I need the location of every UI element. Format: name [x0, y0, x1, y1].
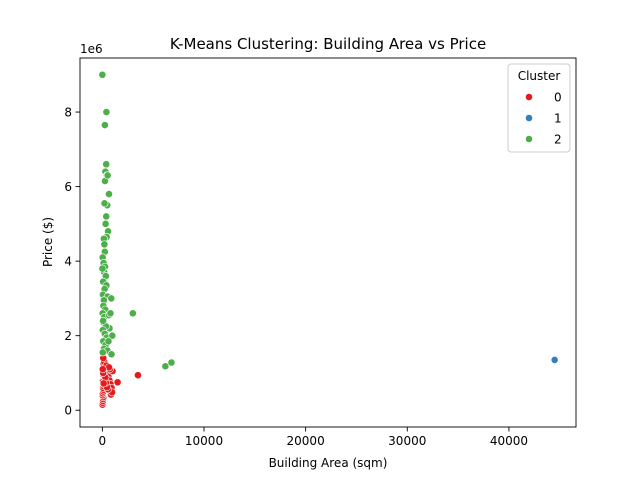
legend: Cluster 0 1 2: [507, 63, 571, 153]
legend-items: 0 1 2: [525, 91, 562, 147]
legend-marker-1: [525, 114, 533, 122]
point-cluster-2-52: [167, 358, 176, 367]
point-cluster-2-45: [107, 350, 116, 359]
plot-frame: [79, 57, 577, 428]
point-cluster-2-8: [105, 190, 113, 198]
y-tick-label: 2: [64, 329, 72, 343]
point-cluster-2-53: [98, 264, 107, 273]
point-cluster-0-41: [134, 371, 142, 380]
legend-marker-2: [525, 135, 533, 143]
legend-label-1: 1: [554, 112, 562, 126]
legend-frame: [507, 63, 571, 153]
point-cluster-2-1: [102, 108, 111, 116]
x-tick-label: 0: [99, 434, 107, 448]
points-layer: [98, 70, 559, 409]
point-cluster-2-48: [106, 309, 115, 318]
point-cluster-0-43: [98, 365, 107, 374]
point-cluster-2-10: [102, 212, 111, 221]
x-axis: 0 10000 20000 30000 40000: [99, 427, 528, 448]
x-tick-label: 10000: [185, 434, 223, 448]
y-tick-label: 0: [64, 404, 72, 418]
legend-marker-0: [525, 93, 533, 101]
point-cluster-2-34: [107, 294, 116, 303]
chart-title: K-Means Clustering: Building Area vs Pri…: [170, 35, 486, 53]
point-cluster-2-46: [98, 348, 107, 357]
y-tick-label: 8: [64, 106, 72, 120]
y-axis-offset-text: 1e6: [80, 42, 103, 56]
legend-label-2: 2: [554, 133, 562, 147]
point-cluster-2-49: [99, 316, 107, 325]
point-cluster-2-11: [101, 219, 110, 228]
point-cluster-2-50: [128, 309, 137, 318]
point-cluster-2-7: [103, 171, 112, 180]
y-tick-label: 6: [64, 180, 72, 194]
point-cluster-2-51: [161, 362, 170, 371]
x-tick-label: 30000: [388, 434, 426, 448]
legend-title: Cluster: [518, 69, 561, 83]
x-axis-label: Building Area (sqm): [269, 456, 388, 470]
point-cluster-2-15: [100, 240, 109, 249]
legend-label-0: 0: [554, 91, 562, 105]
point-cluster-2-3: [102, 160, 111, 169]
point-cluster-1-0: [550, 356, 559, 364]
point-cluster-0-40: [113, 378, 122, 387]
point-cluster-2-47: [104, 337, 113, 346]
point-cluster-2-0: [98, 70, 107, 79]
point-cluster-2-54: [100, 199, 109, 208]
point-cluster-0-44: [99, 379, 108, 388]
y-tick-label: 4: [64, 255, 72, 269]
point-cluster-2-40: [108, 331, 117, 340]
point-cluster-2-2: [101, 121, 109, 129]
x-tick-label: 40000: [490, 434, 528, 448]
x-tick-label: 20000: [287, 434, 325, 448]
y-axis-label: Price ($): [41, 217, 55, 267]
y-axis: 0 2 4 6 8: [64, 106, 80, 418]
